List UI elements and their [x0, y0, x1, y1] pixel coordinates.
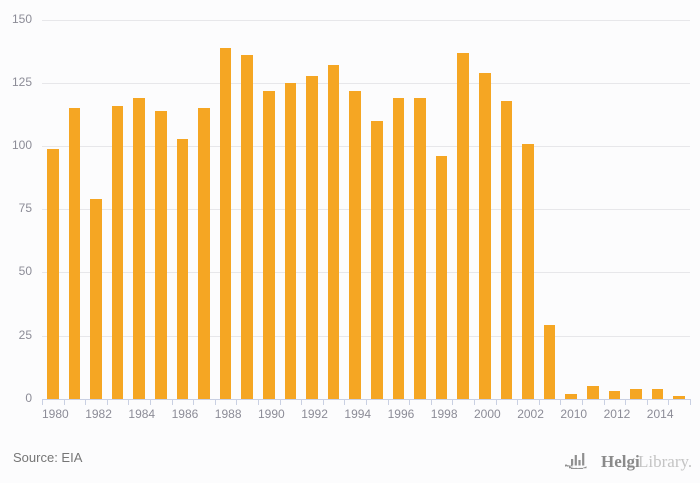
svg-text:Helgi: Helgi	[601, 452, 640, 471]
svg-text:Library.: Library.	[638, 452, 692, 471]
